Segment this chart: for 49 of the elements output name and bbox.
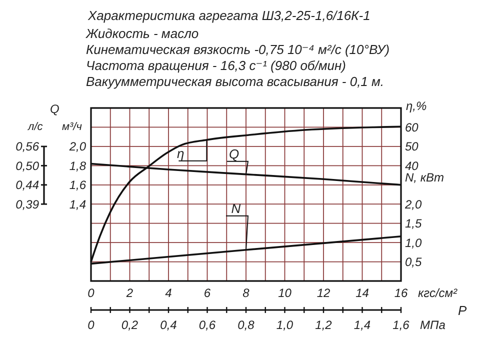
text: 0,56 xyxy=(16,140,40,154)
text: N xyxy=(231,200,242,216)
text: P xyxy=(458,303,467,318)
y-tick-label: 1,8 xyxy=(69,158,86,173)
y2-tick-label: 40 xyxy=(405,158,419,173)
x2-tick-label: 0,8 xyxy=(238,318,255,332)
text: 0,39 xyxy=(16,197,40,212)
x2-tick-label: 1,2 xyxy=(315,318,332,332)
text: 0,50 xyxy=(16,158,40,173)
y2-axis-title: η,% xyxy=(406,99,427,113)
y-axis-title: м³/ч xyxy=(62,121,82,133)
x2-tick-label: 0,6 xyxy=(198,318,216,332)
x-tick-label: 14 xyxy=(356,286,370,300)
x2-tick-label: 1,0 xyxy=(276,318,294,332)
text: Частота вращения - 16,3 с⁻¹ (980 об/мин) xyxy=(86,58,346,73)
x-tick-label: 16 xyxy=(394,286,408,300)
x-tick-label: 12 xyxy=(316,286,330,300)
text: Жидкость - масло xyxy=(85,26,199,41)
y3-tick-label: 1,0 xyxy=(405,236,422,250)
y-tick-label: 2,0 xyxy=(68,140,86,154)
y-tick-label: 1,4 xyxy=(69,197,86,212)
text: Q xyxy=(50,102,60,116)
y3-axis-title: N, кВт xyxy=(405,170,444,184)
x-tick-label: 4 xyxy=(165,286,172,300)
x-tick-label: 0 xyxy=(88,286,95,300)
x2-tick-label: 0,2 xyxy=(121,318,138,332)
y3-tick-label: 2,0 xyxy=(404,197,422,212)
text: л/с xyxy=(27,121,44,133)
x-axis-title: кгс/см² xyxy=(418,286,458,300)
x2-tick-label: 1,6 xyxy=(392,318,410,332)
y2-tick-label: 60 xyxy=(405,120,419,134)
text: Кинематическая вязкость -0,75 10⁻⁴ м²/с (10°ВУ) xyxy=(86,42,390,57)
y3-tick-label: 1,5 xyxy=(405,216,422,231)
y3-tick-label: 0,5 xyxy=(405,254,422,269)
chart-title: Характеристика агрегата Ш3,2-25-1,6/16К-1 xyxy=(87,8,370,23)
x-tick-label: 6 xyxy=(204,286,211,300)
legend-label: Q xyxy=(228,146,240,162)
x2-tick-label: 0 xyxy=(88,318,95,332)
text: 0,44 xyxy=(16,178,40,192)
x2-tick-label: 1,4 xyxy=(354,318,371,332)
x-tick-label: 8 xyxy=(242,286,250,300)
y2-tick-label: 50 xyxy=(405,140,419,154)
text: Вакуумметрическая высота всасывания - 0,1 м. xyxy=(86,74,384,89)
x2-tick-label: 0,4 xyxy=(160,318,178,332)
y-tick-label: 1,6 xyxy=(69,178,86,192)
x-tick-label: 10 xyxy=(278,286,292,300)
x-tick-label: 2 xyxy=(125,286,134,300)
x2-axis-title: МПа xyxy=(420,318,446,332)
series-label: η xyxy=(177,146,184,161)
